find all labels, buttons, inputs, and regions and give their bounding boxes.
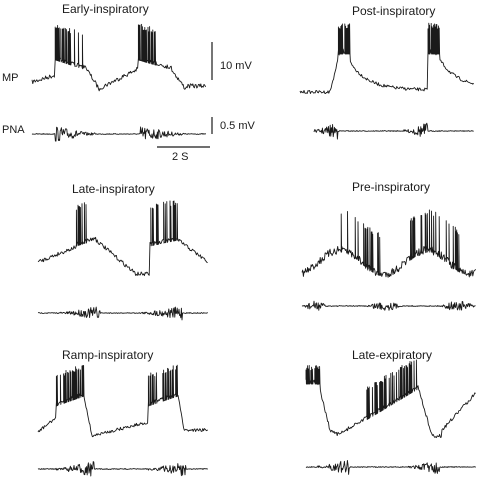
panel-title-late-expiratory: Late-expiratory [352, 348, 433, 362]
panel-title-pre-inspiratory: Pre-inspiratory [352, 180, 431, 194]
pna-trace-late-inspiratory [37, 306, 208, 321]
panel-title-late-inspiratory: Late-inspiratory [72, 182, 155, 196]
pna-trace-post-inspiratory [313, 122, 474, 140]
mp-trace-ramp-inspiratory [37, 364, 208, 438]
panel-title-early-inspiratory: Early-inspiratory [62, 2, 149, 16]
mp-trace-post-inspiratory [299, 22, 474, 95]
panel-title-ramp-inspiratory: Ramp-inspiratory [62, 348, 154, 362]
scale-label-10mv: 10 mV [220, 60, 252, 72]
pna-trace-pre-inspiratory [301, 300, 476, 311]
scale-label-2s: 2 S [172, 151, 189, 163]
mp-trace-early-inspiratory [31, 23, 207, 92]
row-label-mp: MP [2, 72, 19, 84]
mp-trace-pre-inspiratory [301, 209, 476, 278]
mp-trace-late-inspiratory [37, 200, 208, 277]
pna-trace-ramp-inspiratory [37, 461, 209, 477]
mp-trace-late-expiratory [305, 359, 476, 439]
pna-trace-late-expiratory [305, 459, 477, 475]
pna-trace-early-inspiratory [31, 126, 206, 142]
panel-title-post-inspiratory: Post-inspiratory [352, 4, 436, 18]
row-label-pna: PNA [2, 124, 25, 136]
scale-label-0-5mv: 0.5 mV [220, 120, 255, 132]
